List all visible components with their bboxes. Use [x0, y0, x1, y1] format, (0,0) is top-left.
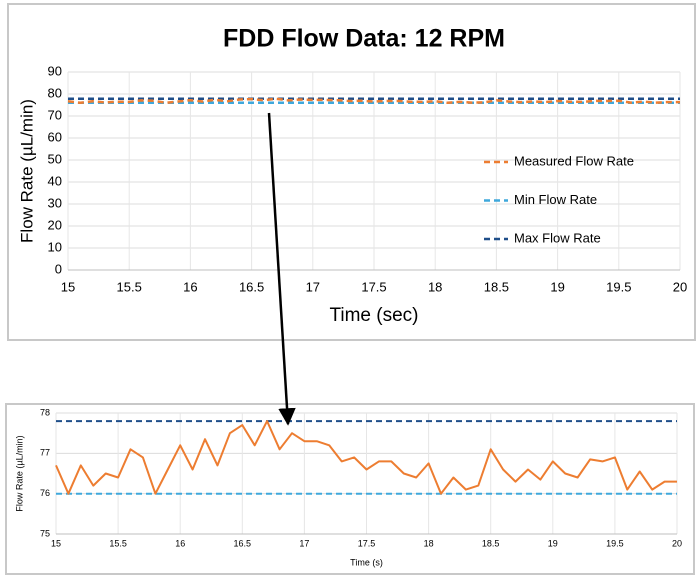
y-tick-label: 76 [40, 488, 50, 498]
x-tick-label: 18 [428, 279, 442, 294]
legend-label: Max Flow Rate [514, 230, 601, 245]
top-chart-frame [7, 3, 696, 341]
y-tick-label: 75 [40, 528, 50, 538]
zoom-arrow [267, 112, 296, 426]
x-tick-label: 15 [61, 279, 75, 294]
y-tick-label: 78 [40, 407, 50, 417]
charts: FDD Flow Data: 12 RPM 0 10 20 30 40 50 60 70 80 90… [14, 25, 687, 568]
x-tick-label: 15.5 [109, 538, 127, 548]
y-tick-label: 40 [48, 173, 62, 188]
x-tick-label: 20 [673, 279, 687, 294]
y-tick-label: 80 [48, 85, 62, 100]
y-tick-label: 0 [55, 261, 62, 276]
x-tick-label: 19 [548, 538, 558, 548]
chart-title: FDD Flow Data: 12 RPM [223, 25, 505, 53]
x-tick-label: 18.5 [482, 538, 500, 548]
y-tick-label: 77 [40, 448, 50, 458]
y-tick-label: 50 [48, 151, 62, 166]
x-tick-label: 19 [550, 279, 564, 294]
x-tick-label: 17 [299, 538, 309, 548]
x-tick-label: 17 [306, 279, 320, 294]
y-tick-label: 60 [48, 129, 62, 144]
x-tick-label: 19.5 [606, 279, 631, 294]
y-tick-label: 70 [48, 107, 62, 122]
x-tick-label: 17.5 [358, 538, 376, 548]
x-tick-label: 16 [183, 279, 197, 294]
y-tick-label: 20 [48, 217, 62, 232]
y-axis-label: Flow Rate (µL/min) [17, 99, 36, 243]
x-tick-label: 16 [175, 538, 185, 548]
y-axis-label: Flow Rate (µL/min) [14, 435, 24, 511]
x-tick-label: 18.5 [484, 279, 509, 294]
x-axis-label: Time (s) [350, 557, 383, 567]
legend-label: Min Flow Rate [514, 192, 597, 207]
y-tick-label: 10 [48, 239, 62, 254]
x-tick-label: 15.5 [117, 279, 142, 294]
x-tick-label: 18 [424, 538, 434, 548]
x-tick-label: 20 [672, 538, 682, 548]
x-tick-label: 19.5 [606, 538, 624, 548]
x-tick-label: 15 [51, 538, 61, 548]
y-tick-label: 90 [48, 63, 62, 78]
x-tick-label: 16.5 [234, 538, 252, 548]
data-line [55, 420, 677, 495]
x-axis-label: Time (sec) [329, 305, 418, 326]
legend-label: Measured Flow Rate [514, 153, 634, 168]
x-tick-label: 17.5 [361, 279, 386, 294]
bottom-chart-frame [5, 403, 695, 575]
x-tick-label: 16.5 [239, 279, 264, 294]
data-line [67, 97, 680, 105]
y-tick-label: 30 [48, 195, 62, 210]
